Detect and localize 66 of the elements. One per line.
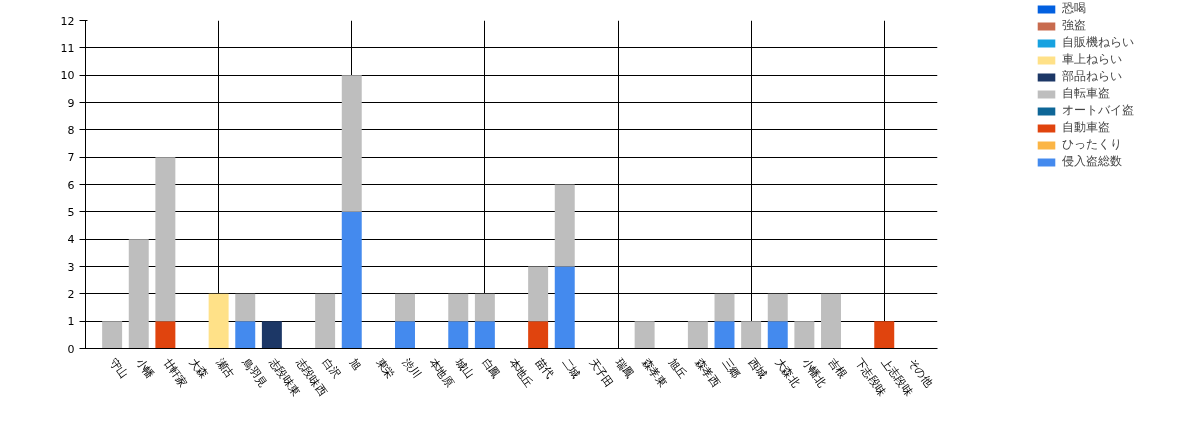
x-tick-label: 守山 [106,355,131,382]
y-tick-label: 10 [60,69,75,83]
y-tick-label: 0 [67,342,75,356]
bar [235,321,256,349]
bar [155,321,176,349]
bar [767,321,788,349]
x-tick-label: 渋川 [399,355,424,382]
legend-label: ひったくり [1062,136,1122,153]
bar [395,293,415,322]
bar [554,266,575,349]
x-tick-label: 鳥羽見 [239,354,270,391]
bar [395,321,415,349]
x-tick-label: 森孝東 [639,355,670,391]
bar [474,293,495,322]
y-tick-label: 12 [60,14,75,28]
y-tick-label: 6 [67,178,75,192]
bar [714,293,735,322]
bar [687,321,708,349]
bar [634,321,655,349]
x-tick-label: 白鳳 [479,355,503,382]
legend-label: オートバイ盗 [1062,102,1134,119]
legend-label: 自動車盗 [1062,119,1110,136]
bar [155,157,176,322]
legend-label: 自販機ねらい [1062,34,1134,51]
bar [767,293,788,322]
legend-label: 強盗 [1062,17,1086,34]
y-tick-label: 3 [67,260,75,274]
bar [821,293,841,349]
bar [874,321,895,349]
bar [741,321,762,349]
bar [235,293,256,322]
x-tick-label: 東栄 [373,355,397,382]
bar [528,266,549,322]
bar [341,211,362,349]
legend-label: 部品ねらい [1062,68,1122,85]
legend-label: 自転車盗 [1062,85,1110,102]
x-tick-label: 旭 [346,355,364,373]
bar [474,321,495,349]
bar [261,321,282,349]
y-tick-label: 8 [67,123,75,137]
y-tick-label: 4 [67,233,75,247]
bar [794,321,815,349]
bar [714,321,735,349]
legend-label: 車上ねらい [1062,51,1122,68]
bar [208,293,229,349]
bar [341,75,362,212]
x-tick-label: 白沢 [319,355,344,382]
bar [554,184,575,267]
bar [315,293,336,349]
y-tick-label: 1 [67,315,75,329]
x-tick-label: 二城 [559,355,583,382]
bar [448,321,469,349]
legend-label: 侵入盗総数 [1062,153,1122,170]
y-tick-label: 9 [67,96,75,110]
y-tick-label: 7 [67,151,75,165]
bar [528,321,549,349]
y-tick-label: 11 [60,41,75,55]
x-tick-label: 瀬古 [213,355,237,382]
x-tick-label: 小幡 [133,355,157,382]
bar [448,293,469,322]
bar [102,321,123,349]
legend-label: 恐喝 [1062,0,1086,17]
x-tick-label: 西城 [745,355,770,382]
y-tick-label: 5 [67,205,75,219]
bar [128,239,149,349]
y-tick-label: 2 [67,287,75,301]
